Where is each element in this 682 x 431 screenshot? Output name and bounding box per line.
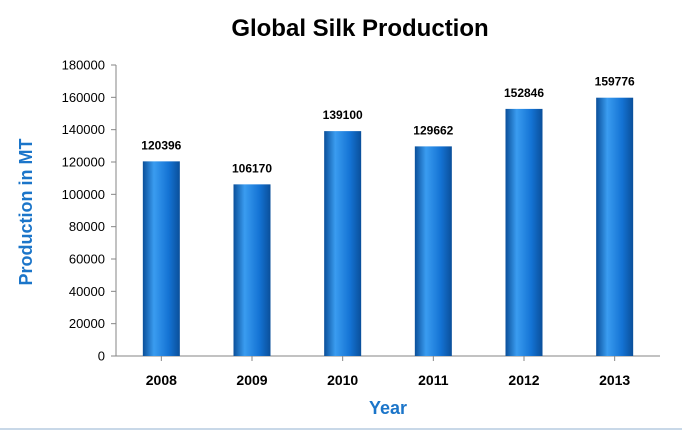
y-axis-label: Production in MT [16,139,36,286]
x-tick-label: 2012 [508,372,539,388]
bar [324,131,362,356]
data-label: 120396 [141,138,181,152]
bar [142,161,180,356]
y-tick-label: 180000 [62,58,105,73]
bar [233,184,271,356]
data-label: 159776 [595,75,635,89]
x-tick-label: 2011 [418,372,449,388]
chart-marks: 0 20000 40000 60000 80000 100000 120000 140000 1… [62,58,635,389]
data-label: 106170 [232,161,272,175]
y-tick-label: 0 [98,349,105,364]
y-tick-label: 160000 [62,90,105,105]
x-tick-label: 2010 [327,372,358,388]
data-label: 129662 [413,123,453,137]
chart-title: Global Silk Production [231,15,488,42]
y-tick-label: 60000 [69,252,105,267]
bar [505,108,543,357]
y-tick-label: 100000 [62,187,105,202]
x-tick-label: 2013 [599,372,630,388]
data-label: 139100 [323,108,363,122]
x-tick-label: 2008 [146,372,177,388]
x-axis-label: Year [369,398,407,418]
y-tick-label: 80000 [69,219,105,234]
data-label: 152846 [504,86,544,100]
bar [414,146,452,356]
x-tick-label: 2009 [236,372,267,388]
bar [596,97,634,356]
y-tick-label: 20000 [69,316,105,331]
y-tick-label: 140000 [62,122,105,137]
y-tick-label: 120000 [62,155,105,170]
y-tick-label: 40000 [69,284,105,299]
